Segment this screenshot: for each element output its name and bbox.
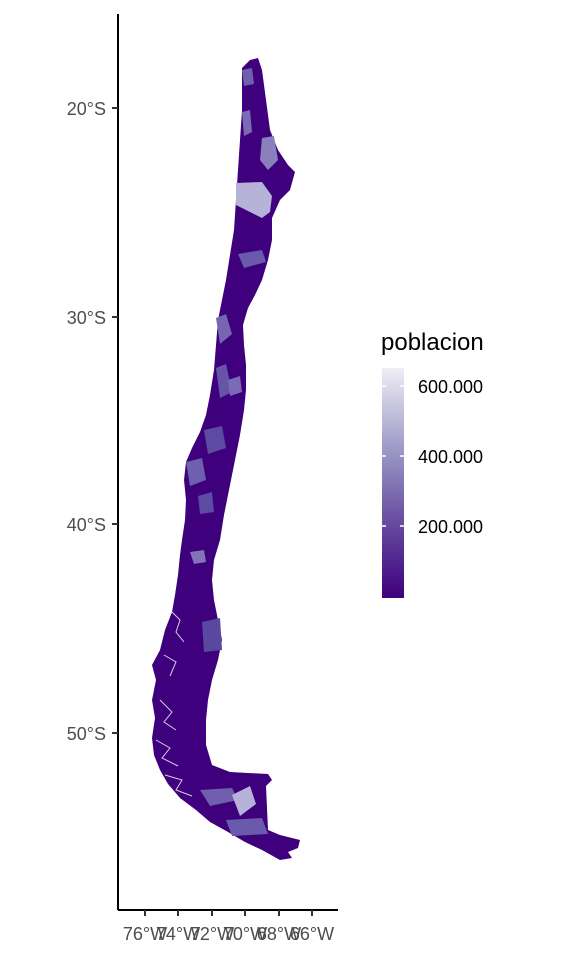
legend: poblacion 600.000 400.000 200.000 xyxy=(381,329,484,598)
region-valparaiso xyxy=(216,364,232,398)
x-tick-label: 66°W xyxy=(290,924,334,944)
x-ticks: 76°W 74°W 72°W 70°W 68°W 66°W xyxy=(123,910,334,944)
fjord-texture xyxy=(155,609,206,821)
x-tick-label: 74°W xyxy=(156,924,200,944)
region-maule xyxy=(204,426,226,454)
legend-colorbar xyxy=(382,368,404,598)
axes: 20°S 30°S 40°S 50°S 76°W 74°W 72°W 70°W … xyxy=(67,14,338,944)
legend-label: 400.000 xyxy=(418,447,483,467)
region-iquique xyxy=(242,110,252,136)
x-tick-label: 76°W xyxy=(123,924,167,944)
region-atacama xyxy=(238,250,266,268)
legend-label: 200.000 xyxy=(418,517,483,537)
y-tick-label: 20°S xyxy=(67,99,106,119)
y-tick-label: 50°S xyxy=(67,724,106,744)
region-tierra-del-fuego xyxy=(226,818,268,836)
y-ticks: 20°S 30°S 40°S 50°S xyxy=(67,99,118,744)
region-tarapaca xyxy=(260,136,278,170)
legend-title: poblacion xyxy=(381,329,484,356)
x-tick-label: 70°W xyxy=(223,924,267,944)
region-coquimbo xyxy=(216,314,232,344)
region-aysen xyxy=(202,618,222,652)
region-araucania xyxy=(198,492,214,514)
region-arica xyxy=(242,68,254,86)
legend-label: 600.000 xyxy=(418,377,483,397)
region-santiago xyxy=(228,376,242,396)
region-los-lagos xyxy=(190,550,206,564)
chile-mainland xyxy=(152,58,300,860)
region-biobio xyxy=(186,458,206,486)
region-punta-arenas xyxy=(232,786,256,816)
y-tick-label: 40°S xyxy=(67,515,106,535)
y-tick-label: 30°S xyxy=(67,308,106,328)
chile-map xyxy=(152,58,300,860)
region-antofagasta xyxy=(236,182,272,218)
x-tick-label: 68°W xyxy=(257,924,301,944)
legend-ticks xyxy=(382,385,404,527)
x-tick-label: 72°W xyxy=(190,924,234,944)
region-magallanes xyxy=(200,788,238,806)
